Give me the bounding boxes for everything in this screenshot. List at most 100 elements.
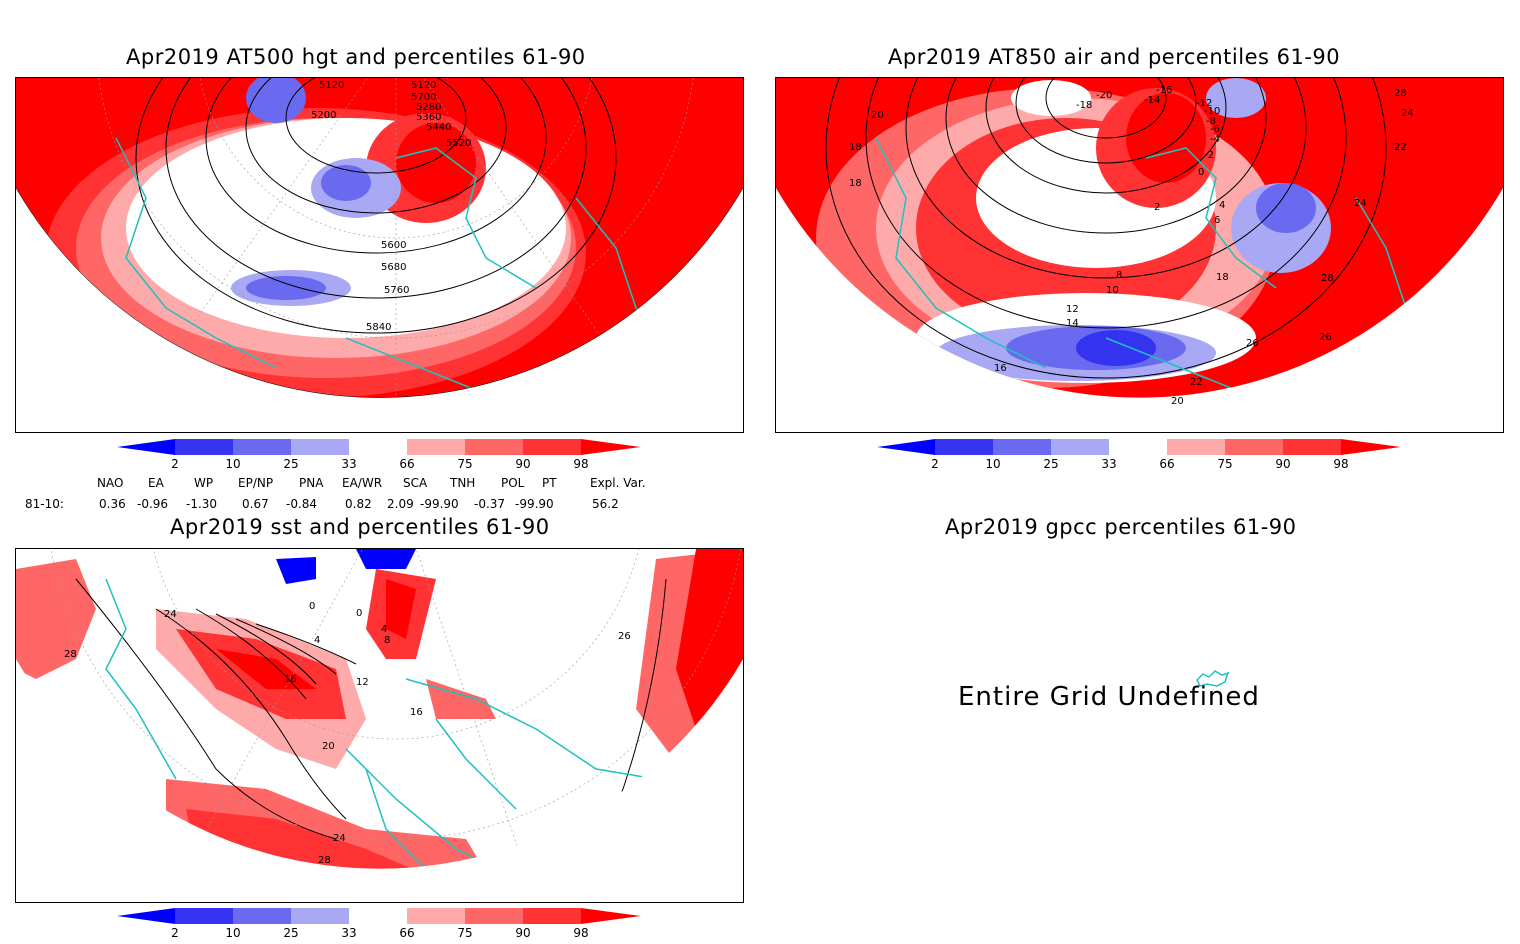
contour-label: 5280 xyxy=(416,102,441,113)
colorbar-tick: 66 xyxy=(1159,457,1174,471)
contour-label: 20 xyxy=(322,741,335,752)
title-hgt: Apr2019 AT500 hgt and percentiles 61-90 xyxy=(126,45,586,69)
index-value: -0.84 xyxy=(286,497,318,511)
contour-label: 4 xyxy=(1219,200,1225,211)
colorbar-tick: 75 xyxy=(457,926,472,940)
contour-label: 5520 xyxy=(446,138,471,149)
colorbar-sst: 2 10 25 33 66 75 90 98 xyxy=(117,908,647,944)
colorbar-tick: 90 xyxy=(515,926,530,940)
index-value: 2.09 xyxy=(387,497,414,511)
contour-label: 6 xyxy=(1214,215,1220,226)
contour-label: 0 xyxy=(309,601,315,612)
contour-label: 4 xyxy=(381,624,387,635)
index-value: 0.36 xyxy=(99,497,126,511)
colorbar-tick: 2 xyxy=(931,457,939,471)
index-value: -0.96 xyxy=(137,497,169,511)
colorbar-tick: 25 xyxy=(1043,457,1058,471)
colorbar-tick: 25 xyxy=(283,457,298,471)
index-header: Expl. Var. xyxy=(590,476,646,490)
colorbar-tick: 33 xyxy=(341,457,356,471)
contour-label: 24 xyxy=(164,609,177,620)
contour-label: 8 xyxy=(1116,270,1122,281)
contour-label: 14 xyxy=(1066,318,1079,329)
contour-label: 18 xyxy=(849,142,862,153)
index-value: 0.82 xyxy=(345,497,372,511)
contour-label: 5120 xyxy=(319,80,344,91)
map-panel-hgt: 5120 5120 5200 5700 5280 5360 5440 5520 … xyxy=(15,77,744,433)
map-panel-sst: 24 28 0 0 4 8 4 12 16 16 20 24 28 26 xyxy=(15,548,744,903)
index-header: NAO xyxy=(97,476,124,490)
contour-label: -12 xyxy=(1196,98,1212,109)
contour-label: -8 xyxy=(1206,116,1216,127)
index-header: EA xyxy=(148,476,164,490)
index-header: PT xyxy=(542,476,557,490)
title-sst: Apr2019 sst and percentiles 61-90 xyxy=(170,515,550,539)
contour-label: 5120 xyxy=(411,80,436,91)
index-header: POL xyxy=(501,476,525,490)
contour-label: -16 xyxy=(1156,85,1172,96)
index-header: EA/WR xyxy=(342,476,383,490)
undefined-grid-message: Entire Grid Undefined xyxy=(958,682,1260,712)
colorbar-tick: 90 xyxy=(1275,457,1290,471)
contour-label: 26 xyxy=(618,631,631,642)
contour-label: 24 xyxy=(1354,198,1367,209)
contour-label: 2 xyxy=(1154,202,1160,213)
contour-label: 0 xyxy=(1198,167,1204,178)
contour-label: 0 xyxy=(356,608,362,619)
colorbar-tick: 75 xyxy=(457,457,472,471)
contour-label: -4 xyxy=(1210,134,1220,145)
contour-label: -20 xyxy=(1096,90,1112,101)
contour-label: -2 xyxy=(1204,150,1214,161)
colorbar-hgt: 2 10 25 33 66 75 90 98 xyxy=(117,439,647,475)
contour-label: 4 xyxy=(314,635,320,646)
colorbar-tick: 2 xyxy=(171,457,179,471)
index-value: -0.37 xyxy=(474,497,506,511)
contour-label: 20 xyxy=(1171,396,1184,407)
colorbar-tick: 33 xyxy=(1101,457,1116,471)
map-panel-air: 20 18 18 -20 -18 -16 -14 -12 -10 -8 -6 -… xyxy=(775,77,1504,433)
colorbar-tick: 98 xyxy=(573,457,588,471)
contour-label: 8 xyxy=(384,635,390,646)
contour-label: 16 xyxy=(994,363,1007,374)
contour-label: 18 xyxy=(849,178,862,189)
contour-label: 5680 xyxy=(381,262,406,273)
contour-label: 28 xyxy=(318,855,331,866)
contour-label: 28 xyxy=(64,649,77,660)
contour-label: -6 xyxy=(1210,124,1220,135)
contour-label: 12 xyxy=(1066,304,1079,315)
contour-label: 5360 xyxy=(416,112,441,123)
contour-label: 22 xyxy=(1394,142,1407,153)
contour-label: 5840 xyxy=(366,322,391,333)
index-header: SCA xyxy=(403,476,428,490)
contour-label: 18 xyxy=(1216,272,1229,283)
index-row-label: 81-10: xyxy=(25,497,64,511)
contour-label: -18 xyxy=(1076,100,1092,111)
title-gpcc: Apr2019 gpcc percentiles 61-90 xyxy=(945,515,1297,539)
contour-label: 28 xyxy=(1394,88,1407,99)
title-air: Apr2019 AT850 air and percentiles 61-90 xyxy=(888,45,1341,69)
colorbar-tick: 75 xyxy=(1217,457,1232,471)
index-value: -1.30 xyxy=(186,497,218,511)
contour-label: 16 xyxy=(284,674,297,685)
contour-label: 5200 xyxy=(311,110,336,121)
colorbar-air: 2 10 25 33 66 75 90 98 xyxy=(877,439,1407,475)
contour-label: 26 xyxy=(1246,338,1259,349)
colorbar-tick: 25 xyxy=(283,926,298,940)
index-header: TNH xyxy=(450,476,476,490)
contour-label: 5700 xyxy=(411,92,436,103)
contour-label: 5600 xyxy=(381,240,406,251)
contour-label: 22 xyxy=(1190,377,1203,388)
contour-label: 5760 xyxy=(384,285,409,296)
colorbar-tick: 98 xyxy=(573,926,588,940)
contour-label: 10 xyxy=(1106,285,1119,296)
coastline-fragment xyxy=(1196,670,1230,687)
colorbar-tick: 10 xyxy=(985,457,1000,471)
contour-label: -10 xyxy=(1204,106,1220,117)
contour-label: 24 xyxy=(1401,108,1414,119)
index-value: -99.90 xyxy=(420,497,459,511)
contour-label: -14 xyxy=(1144,95,1160,106)
index-value: 56.2 xyxy=(592,497,619,511)
index-value: 0.67 xyxy=(242,497,269,511)
colorbar-tick: 2 xyxy=(171,926,179,940)
index-value: -99.90 xyxy=(515,497,554,511)
